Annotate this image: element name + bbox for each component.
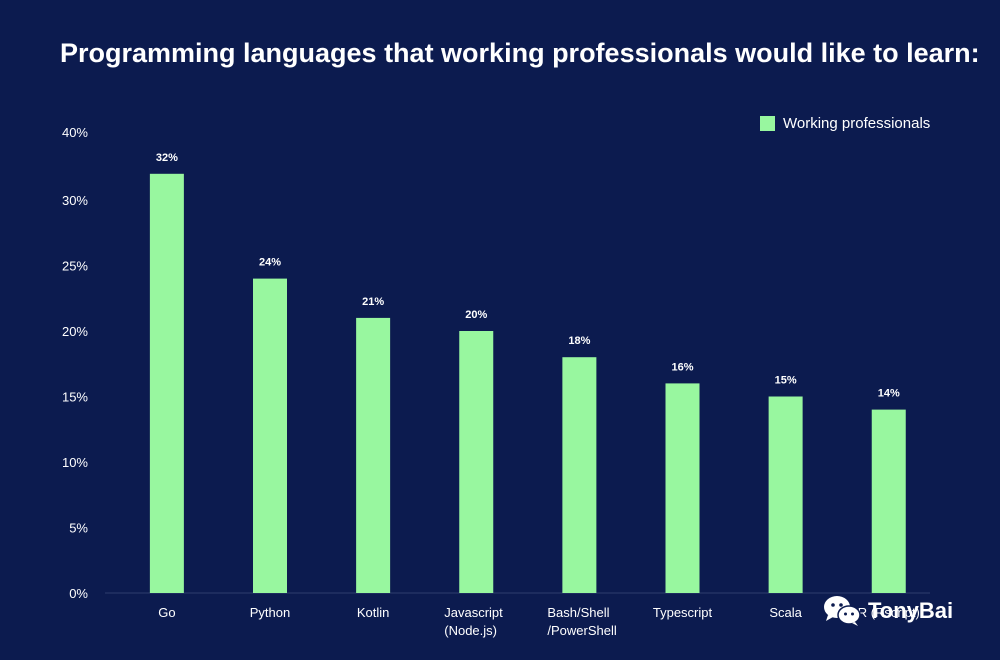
- x-tick-label-line: Bash/Shell: [547, 605, 609, 620]
- bar: [768, 396, 803, 593]
- y-tick-label: 0%: [69, 586, 88, 601]
- y-tick-label: 40%: [62, 125, 88, 140]
- y-tick-label: 25%: [62, 259, 88, 274]
- bars-group: 32% 24% 21% 20% 18% 16% 15% 14%: [149, 152, 906, 594]
- legend: Working professionals: [760, 115, 930, 132]
- watermark: TonyBai: [822, 594, 953, 628]
- y-tick-label: 10%: [62, 455, 88, 470]
- bar: [665, 383, 700, 593]
- x-tick-label-line: Typescript: [653, 605, 713, 620]
- x-tick-label-line: Javascript: [444, 605, 503, 620]
- bar: [562, 357, 597, 593]
- x-tick-label: Javascript (Node.js): [444, 605, 503, 638]
- y-tick-label: 30%: [62, 193, 88, 208]
- watermark-text: TonyBai: [868, 598, 954, 623]
- y-axis: 0% 5% 10% 15% 20% 25% 30% 40%: [62, 125, 930, 601]
- x-tick-label: Bash/Shell/PowerShell: [547, 605, 616, 638]
- data-label: 20%: [465, 309, 487, 321]
- bar: [871, 409, 906, 593]
- y-tick-label: 15%: [62, 390, 88, 405]
- x-tick-label-line: Scala: [769, 605, 802, 620]
- data-label: 16%: [671, 361, 693, 373]
- data-label: 21%: [362, 296, 384, 308]
- x-tick-label-line: Python: [250, 605, 290, 620]
- x-tick-label-line: (Node.js): [444, 623, 497, 638]
- legend-swatch: [760, 116, 775, 131]
- bar: [253, 278, 287, 593]
- x-tick-label-line: Go: [158, 605, 175, 620]
- data-label: 15%: [775, 375, 797, 387]
- x-tick-label-line: /PowerShell: [547, 623, 616, 638]
- data-label: 32%: [156, 152, 178, 164]
- bar: [149, 173, 184, 594]
- y-tick-label: 5%: [69, 521, 88, 536]
- x-tick-label: Go: [158, 605, 175, 620]
- x-tick-label: Scala: [769, 605, 802, 620]
- y-tick-label: 20%: [62, 324, 88, 339]
- x-axis: Go Python Kotlin Javascript (Node.js) Bash/Sh…: [158, 605, 920, 638]
- x-tick-label: Python: [250, 605, 290, 620]
- data-label: 14%: [878, 388, 900, 400]
- wechat-icon: [824, 596, 861, 626]
- x-tick-label: Kotlin: [357, 605, 390, 620]
- chart-title: Programming languages that working profe…: [60, 38, 980, 68]
- bar: [356, 317, 391, 593]
- data-label: 18%: [568, 335, 590, 347]
- x-tick-label-line: Kotlin: [357, 605, 390, 620]
- x-tick-label-line: R (Rscript): [858, 605, 920, 620]
- data-label: 24%: [259, 257, 281, 269]
- legend-label: Working professionals: [783, 115, 931, 132]
- x-tick-label: R (Rscript): [858, 605, 920, 620]
- x-tick-label: Typescript: [653, 605, 713, 620]
- bar: [459, 331, 494, 593]
